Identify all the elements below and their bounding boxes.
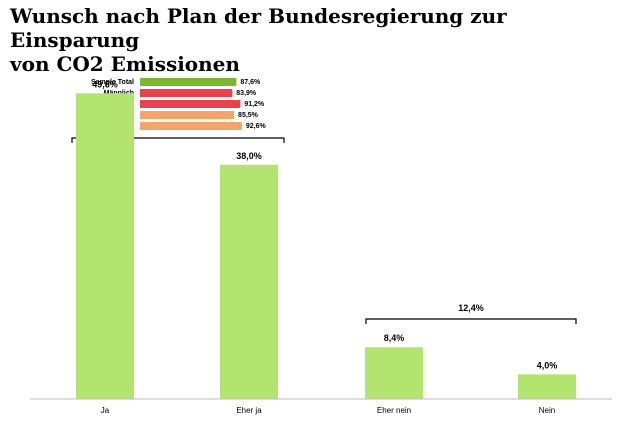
chart-title: Wunsch nach Plan der Bundesregierung zur… bbox=[10, 4, 635, 76]
bar-value-label: 49,6% bbox=[92, 79, 118, 89]
bar-eher-nein bbox=[365, 347, 423, 399]
bar-eher-ja bbox=[220, 164, 278, 399]
bar-nein bbox=[518, 374, 576, 399]
chart-title-line-1: Wunsch nach Plan der Bundesregierung zur… bbox=[10, 4, 507, 52]
subgroup-value: 91,2% bbox=[244, 101, 265, 108]
subgroup-value: 87,6% bbox=[240, 79, 261, 86]
bracket-total-label: 12,4% bbox=[458, 303, 484, 313]
x-tick-label: Ja bbox=[101, 406, 110, 415]
x-tick-label: Nein bbox=[539, 406, 555, 415]
subgroup-value: 85,5% bbox=[238, 112, 259, 119]
subgroup-value: 83,9% bbox=[236, 90, 257, 97]
subgroup-bar bbox=[140, 111, 235, 119]
bar-ja bbox=[76, 93, 134, 400]
subgroup-bar bbox=[140, 89, 233, 97]
subgroup-bar bbox=[140, 122, 242, 130]
chart-title-line-2: von CO2 Emissionen bbox=[10, 52, 240, 76]
brackets: 12,4% bbox=[71, 137, 577, 324]
subgroup-bar bbox=[140, 78, 237, 86]
bars: 49,6% 38,0% 8,4% 4,0% bbox=[76, 79, 576, 400]
bracket-2 bbox=[365, 318, 577, 324]
bar-value-label: 4,0% bbox=[537, 360, 558, 370]
x-tick-label: Eher nein bbox=[377, 406, 411, 415]
subgroup-name: Sample Total bbox=[91, 79, 134, 86]
x-axis-labels: Ja Eher ja Eher nein Nein bbox=[101, 406, 555, 415]
bracket-1 bbox=[71, 137, 285, 143]
x-tick-label: Eher ja bbox=[236, 406, 262, 415]
bar-value-label: 38,0% bbox=[236, 151, 262, 161]
bar-value-label: 8,4% bbox=[384, 333, 405, 343]
subgroup-bar bbox=[140, 100, 241, 108]
subgroup-value: 92,6% bbox=[246, 123, 267, 130]
